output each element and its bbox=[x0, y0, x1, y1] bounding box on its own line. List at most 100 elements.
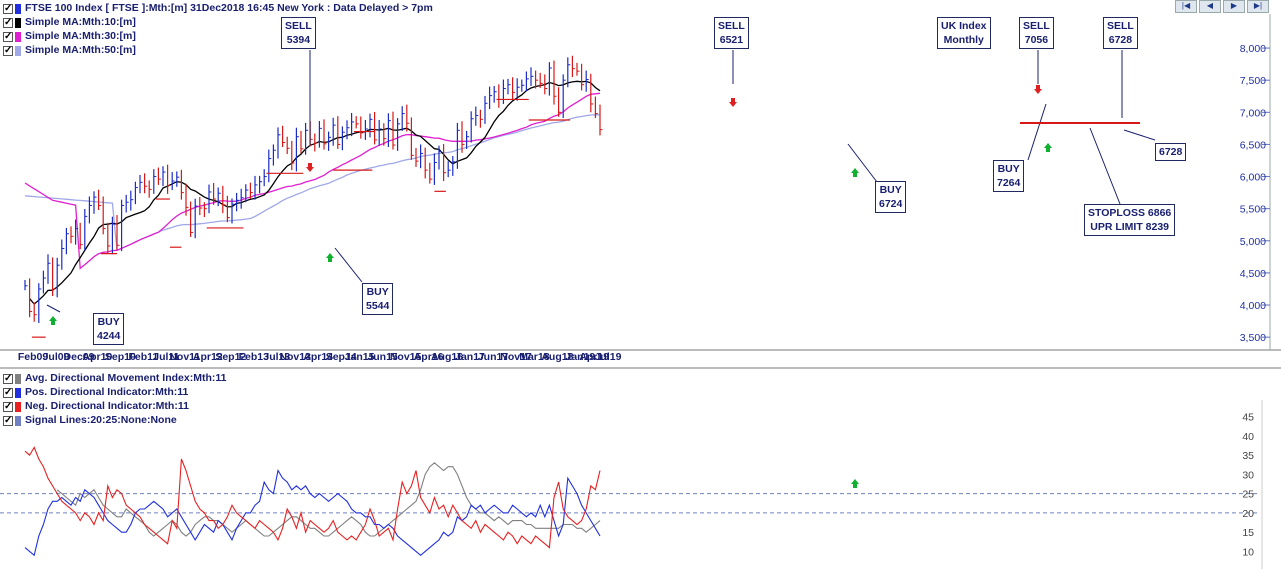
legend-row-ma30[interactable]: Simple MA:Mth:30:[m] bbox=[3, 30, 433, 44]
y-tick-label: 7,000 bbox=[1240, 107, 1266, 119]
adx-line bbox=[56, 462, 601, 537]
buy-arrow-icon bbox=[851, 479, 859, 488]
lower-y-tick-label: 10 bbox=[1242, 546, 1254, 558]
ma50-label: Simple MA:Mth:50:[m] bbox=[25, 44, 136, 57]
checkbox[interactable] bbox=[3, 386, 13, 400]
sell-arrow-icon bbox=[729, 98, 737, 107]
nav-first-button[interactable]: |◀ bbox=[1175, 0, 1197, 13]
legend-row-ftse[interactable]: FTSE 100 Index [ FTSE ]:Mth:[m] 31Dec201… bbox=[3, 2, 433, 16]
signal-type: BUY bbox=[879, 184, 902, 196]
signal-price: 7056 bbox=[1024, 34, 1049, 46]
nav-prev-button[interactable]: ◀ bbox=[1199, 0, 1221, 13]
signal-type: BUY bbox=[97, 316, 120, 328]
stoploss-value: STOPLOSS 6866 bbox=[1088, 207, 1172, 219]
annotation-connector bbox=[334, 247, 363, 283]
checkbox[interactable] bbox=[3, 30, 13, 44]
x-tick-label: Nov15 bbox=[390, 351, 422, 363]
legend-row-ma10[interactable]: Simple MA:Mth:10:[m] bbox=[3, 16, 433, 30]
ndi-swatch bbox=[15, 402, 21, 412]
signal-type: BUY bbox=[366, 286, 389, 298]
checkbox[interactable] bbox=[3, 44, 13, 58]
index-period: Monthly bbox=[943, 34, 984, 46]
lower-y-tick-label: 45 bbox=[1242, 412, 1254, 424]
signal-price: 7264 bbox=[997, 177, 1021, 189]
upper-legend: FTSE 100 Index [ FTSE ]:Mth:[m] 31Dec201… bbox=[3, 2, 433, 58]
ma30-line bbox=[24, 92, 601, 270]
signal-price: 5544 bbox=[366, 300, 390, 312]
lower-y-tick-label: 40 bbox=[1242, 431, 1254, 443]
x-tick-label: Feb09 bbox=[18, 351, 49, 363]
lower-y-tick-label: 20 bbox=[1242, 508, 1254, 520]
lower-y-tick-label: 30 bbox=[1242, 469, 1254, 481]
buy-signal-label: BUY 5544 bbox=[362, 283, 394, 315]
uk-index-label: UK Index Monthly bbox=[937, 17, 991, 49]
checkbox[interactable] bbox=[3, 400, 13, 414]
x-tick-label: Apr12 bbox=[193, 351, 223, 363]
annotation-connector bbox=[1027, 103, 1047, 161]
adx-label: Avg. Directional Movement Index:Mth:11 bbox=[25, 372, 227, 385]
legend-row-adx[interactable]: Avg. Directional Movement Index:Mth:11 bbox=[3, 372, 226, 386]
annotation-connector bbox=[46, 304, 61, 313]
x-tick-label: Jan17 bbox=[455, 351, 485, 363]
sell-signal-label: SELL 6521 bbox=[714, 17, 749, 49]
price-bars bbox=[24, 55, 603, 324]
upper-y-tick-labels: 3,500 4,000 4,500 5,000 5,500 6,000 6,500 7,000… bbox=[1240, 43, 1270, 344]
signal-price: 6521 bbox=[719, 34, 744, 46]
legend-row-ndi[interactable]: Neg. Directional Indicator:Mth:11 bbox=[3, 400, 226, 414]
sell-arrow-icon bbox=[1034, 85, 1042, 94]
x-tick-label: Jul13 bbox=[263, 351, 290, 363]
x-tick-label: Jul09 bbox=[43, 351, 70, 363]
x-tick-label: Nov17 bbox=[500, 351, 532, 363]
checkbox[interactable] bbox=[3, 2, 13, 16]
y-tick-label: 7,500 bbox=[1240, 75, 1266, 87]
nav-next-button[interactable]: ▶ bbox=[1223, 0, 1245, 13]
buy-arrow-icon bbox=[49, 316, 57, 325]
annotation-connector bbox=[1089, 127, 1121, 205]
signal-price: 6724 bbox=[879, 198, 903, 210]
buy-signal-label: BUY 7264 bbox=[993, 160, 1025, 192]
x-tick-label: Feb13 bbox=[239, 351, 270, 363]
x-tick-label: Apr19 bbox=[579, 351, 609, 363]
checkbox[interactable] bbox=[3, 372, 13, 386]
sell-signal-label: SELL 6728 bbox=[1103, 17, 1138, 49]
legend-row-signal[interactable]: Signal Lines:20:25:None:None bbox=[3, 414, 226, 428]
pdi-line bbox=[24, 468, 601, 557]
ma30-swatch bbox=[15, 32, 21, 42]
signal-arrows bbox=[49, 85, 1052, 488]
ma50-swatch bbox=[15, 46, 21, 56]
x-tick-label: Nov11 bbox=[169, 351, 200, 363]
chart-navigation: |◀ ◀ ▶ ▶| bbox=[1173, 0, 1269, 13]
nav-last-button[interactable]: ▶| bbox=[1247, 0, 1269, 13]
ma30-label: Simple MA:Mth:30:[m] bbox=[25, 30, 136, 43]
lower-y-tick-label: 25 bbox=[1242, 489, 1254, 501]
y-tick-label: 4,500 bbox=[1240, 268, 1266, 280]
signal-label: Signal Lines:20:25:None:None bbox=[25, 414, 177, 427]
buy-arrow-icon bbox=[851, 168, 859, 177]
x-tick-label: Aug18 bbox=[541, 351, 573, 363]
pdi-label: Pos. Directional Indicator:Mth:11 bbox=[25, 386, 189, 399]
upper-x-tick-labels: Feb09Jul09Dec09Apr10Sep10Feb11Jul11Nov11… bbox=[18, 351, 622, 363]
buy-signal-label: BUY 6724 bbox=[875, 181, 907, 213]
signal-type: BUY bbox=[997, 163, 1020, 175]
annotation-connector bbox=[1123, 129, 1156, 141]
index-name: UK Index bbox=[941, 20, 987, 32]
checkbox[interactable] bbox=[3, 414, 13, 428]
ma10-label: Simple MA:Mth:10:[m] bbox=[25, 16, 136, 29]
legend-row-pdi[interactable]: Pos. Directional Indicator:Mth:11 bbox=[3, 386, 226, 400]
stoploss-label: STOPLOSS 6866 UPR LIMIT 8239 bbox=[1084, 204, 1176, 236]
x-tick-label: Sep10 bbox=[105, 351, 136, 363]
x-tick-label: Dec09 bbox=[64, 351, 95, 363]
upper-grid bbox=[0, 14, 1281, 369]
y-tick-label: 8,000 bbox=[1240, 43, 1266, 55]
lower-y-tick-label: 15 bbox=[1242, 527, 1254, 539]
x-tick-label: Jan15 bbox=[345, 351, 375, 363]
checkbox[interactable] bbox=[3, 16, 13, 30]
x-tick-label: Jul19 bbox=[595, 351, 622, 363]
sell-signal-label: SELL 5394 bbox=[281, 17, 316, 49]
signal-type: SELL bbox=[1023, 20, 1050, 32]
signal-price: 6728 bbox=[1108, 34, 1133, 46]
y-tick-label: 3,500 bbox=[1240, 332, 1266, 344]
x-tick-label: Apr10 bbox=[83, 351, 113, 363]
legend-row-ma50[interactable]: Simple MA:Mth:50:[m] bbox=[3, 44, 433, 58]
